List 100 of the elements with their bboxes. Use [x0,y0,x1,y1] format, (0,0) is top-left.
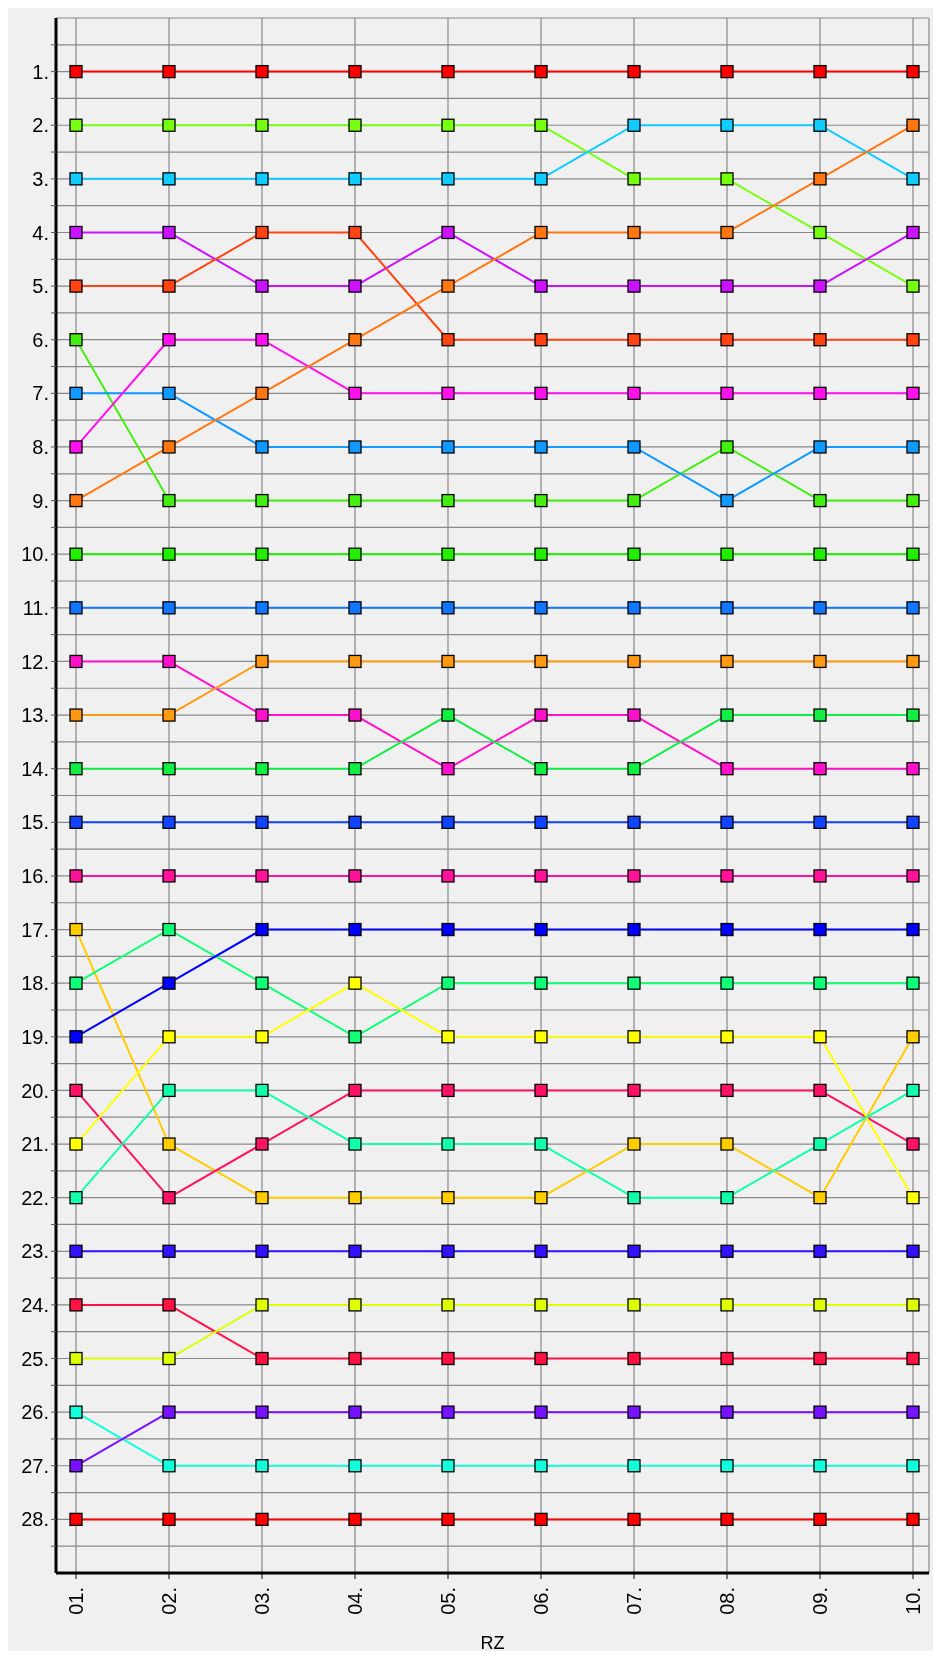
point [534,1298,548,1312]
y-tick-label: 8. [32,436,49,459]
point [162,225,176,240]
point [534,547,548,561]
point [534,1459,548,1473]
point [813,279,827,293]
x-tick-label: 01. [65,1587,87,1615]
point [162,440,176,454]
point [906,1137,920,1151]
point [255,869,269,883]
point [720,1298,734,1312]
point [720,1083,734,1098]
point [627,1083,641,1098]
point [906,976,920,990]
point [255,386,269,400]
y-tick-label: 15. [21,811,49,834]
point [441,547,455,561]
point [162,815,176,829]
point [348,225,362,240]
point [720,654,734,669]
point [348,815,362,829]
point [162,1512,176,1527]
point [255,1405,269,1419]
point [906,1459,920,1473]
point [162,1030,176,1044]
point [348,493,362,508]
point [255,1298,269,1312]
point [627,440,641,454]
y-tick-label: 18. [21,972,49,995]
point [69,1083,83,1098]
point [162,762,176,776]
point [720,922,734,937]
point [348,1351,362,1366]
point [906,493,920,508]
point [69,869,83,883]
point [69,1459,83,1473]
y-tick-label: 24. [21,1294,49,1316]
x-tick-label: 06. [530,1587,552,1615]
point [813,708,827,722]
point [162,1137,176,1151]
point [162,333,176,347]
point [627,1244,641,1258]
point [348,601,362,615]
point [69,1405,83,1419]
point [162,1244,176,1258]
point [255,118,269,132]
point [906,1191,920,1205]
point [255,1512,269,1527]
point [255,922,269,937]
point [348,869,362,883]
point [627,1459,641,1473]
point [720,64,734,79]
point [255,172,269,186]
point [162,1405,176,1419]
y-tick-label: 1. [32,60,49,83]
point [906,869,920,883]
x-tick-label: 04. [344,1587,366,1615]
point [813,762,827,776]
point [906,386,920,400]
point [906,1298,920,1312]
point [534,922,548,937]
point [162,976,176,990]
point [534,493,548,508]
point [255,601,269,615]
point [255,1351,269,1366]
point [720,1244,734,1258]
point [813,225,827,240]
point [441,1030,455,1044]
point [813,118,827,132]
point [627,1298,641,1312]
point [720,279,734,293]
point [534,333,548,347]
point [534,654,548,669]
point [162,1191,176,1205]
point [255,1030,269,1044]
point [348,118,362,132]
point [720,172,734,186]
point [162,386,176,400]
point [720,1512,734,1527]
point [255,708,269,722]
point [69,386,83,400]
x-tick-label: 08. [716,1587,738,1615]
x-tick-label: 09. [809,1587,831,1615]
point [720,440,734,454]
point [162,279,176,293]
point [69,1030,83,1044]
point [441,1191,455,1205]
point [441,1298,455,1312]
point [627,1191,641,1205]
point [69,279,83,293]
point [441,225,455,240]
point [627,1137,641,1151]
y-tick-label: 23. [21,1240,49,1263]
point [720,333,734,347]
point [720,547,734,561]
point [906,547,920,561]
point [348,172,362,186]
point [162,922,176,937]
point [255,440,269,454]
point [720,1137,734,1151]
